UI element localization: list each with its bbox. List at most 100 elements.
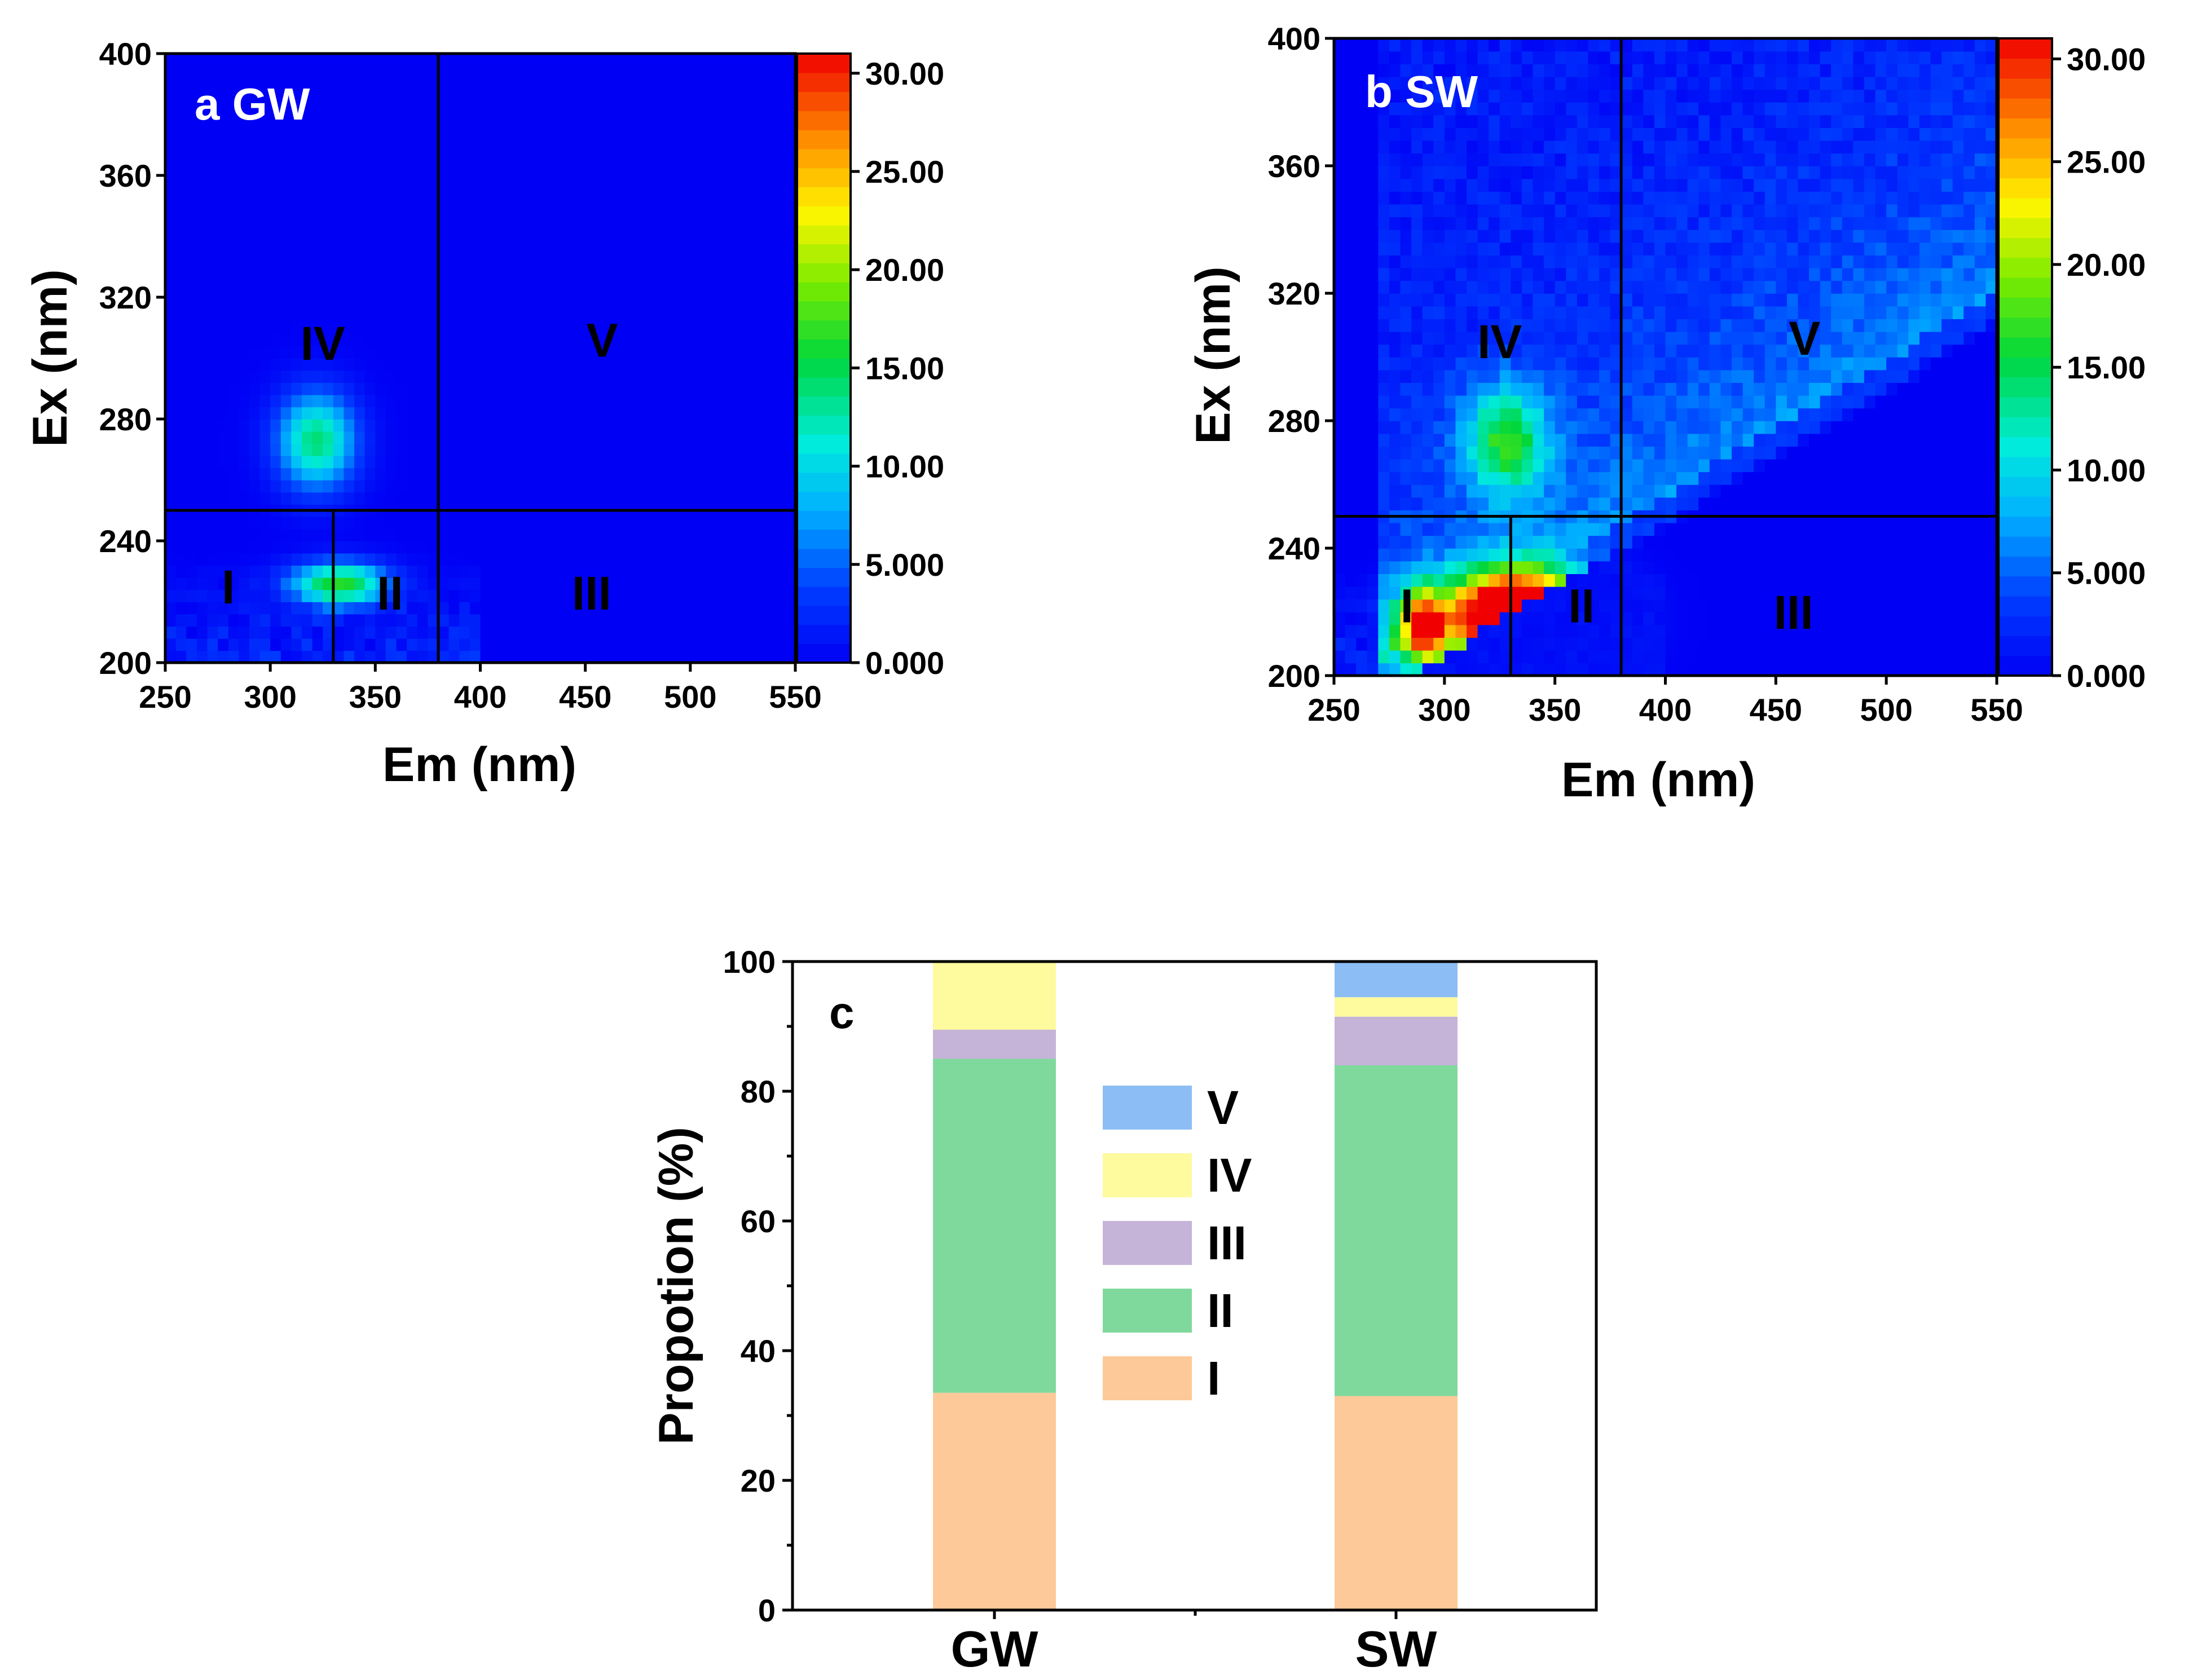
heatmap-cell — [543, 394, 554, 408]
heatmap-cell — [1455, 446, 1467, 460]
heatmap-cell — [1687, 522, 1700, 536]
heatmap-cell — [617, 480, 628, 493]
heatmap-cell — [575, 650, 586, 663]
heatmap-cell — [1455, 624, 1467, 638]
heatmap-cell — [753, 358, 764, 371]
heatmap-cell — [302, 553, 313, 566]
heatmap-cell — [344, 139, 355, 152]
heatmap-cell — [1577, 458, 1589, 473]
heatmap-cell — [1345, 191, 1357, 205]
heatmap-cell — [396, 480, 407, 493]
heatmap-cell — [1345, 64, 1357, 77]
heatmap-cell — [1577, 548, 1589, 562]
heatmap-cell — [753, 102, 764, 115]
heatmap-cell — [732, 382, 743, 395]
heatmap-cell — [501, 541, 513, 554]
heatmap-cell — [575, 114, 586, 127]
heatmap-cell — [585, 309, 597, 322]
heatmap-cell — [637, 261, 649, 274]
heatmap-cell — [1555, 446, 1567, 460]
heatmap-cell — [1533, 204, 1544, 218]
heatmap-cell — [690, 528, 702, 541]
heatmap-cell — [1400, 140, 1412, 154]
heatmap-cell — [637, 492, 649, 505]
heatmap-cell — [1400, 204, 1412, 218]
heatmap-cell — [333, 407, 345, 420]
heatmap-cell — [532, 175, 544, 188]
heatmap-cell — [344, 261, 355, 274]
heatmap-cell — [1489, 471, 1500, 485]
heatmap-cell — [186, 163, 197, 176]
heatmap-cell — [532, 261, 544, 274]
heatmap-cell — [186, 577, 197, 590]
heatmap-cell — [764, 626, 775, 639]
colorbar-tick-label: 5.000 — [865, 547, 944, 583]
heatmap-cell — [344, 175, 355, 188]
heatmap-cell — [690, 577, 702, 590]
heatmap-cell — [480, 431, 491, 444]
heatmap-cell — [228, 614, 240, 627]
heatmap-cell — [1599, 574, 1611, 587]
heatmap-cell — [512, 309, 523, 322]
heatmap-cell — [1422, 586, 1434, 600]
heatmap-cell — [785, 321, 796, 334]
heatmap-cell — [1599, 612, 1611, 625]
heatmap-cell — [344, 614, 355, 627]
heatmap-cell — [385, 382, 397, 395]
heatmap-cell — [512, 65, 523, 78]
heatmap-cell — [438, 346, 450, 359]
heatmap-cell — [637, 614, 649, 627]
heatmap-cell — [764, 236, 775, 249]
heatmap-cell — [637, 78, 649, 91]
heatmap-cell — [354, 224, 366, 237]
heatmap-cell — [469, 187, 481, 200]
heatmap-cell — [218, 541, 229, 554]
heatmap-cell — [1477, 280, 1489, 294]
heatmap-cell — [165, 54, 177, 67]
heatmap-cell — [1444, 663, 1456, 676]
heatmap-cell — [785, 492, 796, 505]
heatmap-cell — [344, 187, 355, 200]
heatmap-cell — [1400, 637, 1412, 651]
heatmap-cell — [690, 139, 702, 152]
heatmap-cell — [1356, 637, 1368, 651]
heatmap-cell — [428, 468, 439, 480]
heatmap-cell — [1334, 114, 1346, 128]
heatmap-cell — [764, 638, 775, 651]
heatmap-cell — [1356, 166, 1368, 179]
heatmap-cell — [1544, 574, 1556, 587]
heatmap-cell — [1356, 89, 1368, 103]
heatmap-cell — [1345, 114, 1357, 128]
heatmap-cell — [291, 248, 302, 261]
heatmap-cell — [753, 407, 764, 420]
heatmap-cell — [333, 187, 345, 200]
heatmap-cell — [606, 528, 618, 541]
heatmap-cell — [1566, 612, 1578, 625]
heatmap-cell — [344, 211, 355, 225]
heatmap-cell — [1698, 191, 1710, 205]
heatmap-cell — [1732, 395, 1743, 409]
heatmap-cell — [617, 516, 628, 530]
heatmap-cell — [564, 492, 575, 505]
heatmap-cell — [1588, 140, 1600, 154]
heatmap-cell — [1378, 230, 1390, 243]
heatmap-cell — [1654, 306, 1666, 319]
heatmap-cell — [1555, 484, 1567, 498]
heatmap-cell — [690, 151, 702, 164]
heatmap-cell — [1665, 242, 1677, 255]
heatmap-cell — [1411, 408, 1423, 421]
heatmap-cell — [512, 139, 523, 152]
heatmap-cell — [1422, 574, 1434, 587]
heatmap-cell — [1566, 535, 1578, 549]
heatmap-cell — [218, 577, 229, 590]
heatmap-cell — [333, 650, 345, 663]
heatmap-cell — [522, 528, 534, 541]
heatmap-cell — [1367, 64, 1379, 77]
heatmap-cell — [1720, 114, 1732, 128]
heatmap-cell — [459, 419, 470, 432]
heatmap-cell — [448, 626, 460, 639]
heatmap-cell — [680, 285, 691, 298]
heatmap-cell — [438, 541, 450, 554]
heatmap-cell — [637, 211, 649, 225]
heatmap-cell — [742, 638, 754, 651]
